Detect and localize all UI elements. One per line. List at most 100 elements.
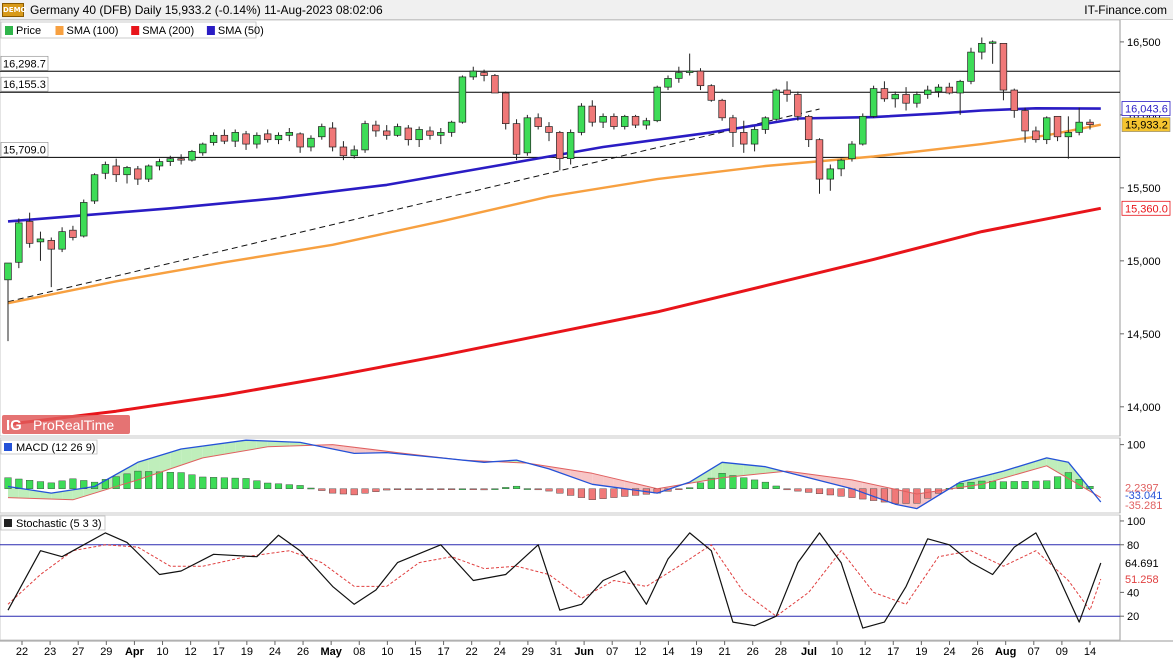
candle[interactable] xyxy=(491,74,499,94)
candle[interactable] xyxy=(783,81,791,102)
candle[interactable] xyxy=(804,114,813,147)
candle[interactable] xyxy=(512,119,521,161)
candle[interactable] xyxy=(231,129,239,147)
candle[interactable] xyxy=(1086,119,1094,130)
candle[interactable] xyxy=(502,91,510,130)
candle[interactable] xyxy=(913,91,921,108)
candle[interactable] xyxy=(101,161,110,180)
candle[interactable] xyxy=(296,132,304,153)
candle[interactable] xyxy=(415,126,423,147)
candle[interactable] xyxy=(123,165,131,184)
candle[interactable] xyxy=(556,130,564,171)
candle[interactable] xyxy=(707,84,716,102)
candle[interactable] xyxy=(848,141,856,162)
candle[interactable] xyxy=(923,85,932,99)
candle[interactable] xyxy=(664,75,672,91)
candle[interactable] xyxy=(404,125,413,146)
candle[interactable] xyxy=(36,231,45,261)
candle[interactable] xyxy=(393,123,402,137)
candle[interactable] xyxy=(696,68,705,91)
candle[interactable] xyxy=(902,87,910,111)
candle[interactable] xyxy=(15,218,23,269)
candle[interactable] xyxy=(155,158,164,171)
candle[interactable] xyxy=(523,114,532,156)
candle[interactable] xyxy=(967,47,975,85)
candle[interactable] xyxy=(69,225,77,241)
candle[interactable] xyxy=(621,114,629,130)
candle[interactable] xyxy=(361,120,369,153)
candle[interactable] xyxy=(328,122,337,152)
candle[interactable] xyxy=(209,132,218,146)
candle[interactable] xyxy=(815,138,824,194)
candle[interactable] xyxy=(1043,116,1051,145)
candle[interactable] xyxy=(718,98,726,121)
candle[interactable] xyxy=(891,91,899,108)
candle[interactable] xyxy=(869,85,878,118)
candle[interactable] xyxy=(318,123,326,140)
candle[interactable] xyxy=(978,37,986,60)
candle[interactable] xyxy=(577,103,586,136)
candle[interactable] xyxy=(859,113,867,146)
candle[interactable] xyxy=(934,84,943,98)
candle[interactable] xyxy=(285,128,294,142)
candle[interactable] xyxy=(534,113,542,130)
candle[interactable] xyxy=(90,173,99,204)
candle[interactable] xyxy=(750,126,759,152)
candle[interactable] xyxy=(1064,116,1073,159)
candle[interactable] xyxy=(653,85,661,123)
candle[interactable] xyxy=(382,125,391,140)
candle[interactable] xyxy=(339,141,348,161)
candle[interactable] xyxy=(675,66,683,83)
candle[interactable] xyxy=(988,40,997,64)
candle[interactable] xyxy=(134,165,142,185)
candle[interactable] xyxy=(166,155,175,166)
candle[interactable] xyxy=(253,132,261,149)
candle[interactable] xyxy=(1010,88,1018,118)
candle[interactable] xyxy=(263,129,272,143)
candle[interactable] xyxy=(794,91,802,121)
candle[interactable] xyxy=(372,120,380,137)
candle[interactable] xyxy=(740,120,748,153)
candle[interactable] xyxy=(426,126,434,140)
candle[interactable] xyxy=(58,227,66,253)
candle[interactable] xyxy=(4,262,12,342)
candle[interactable] xyxy=(772,88,780,121)
candle[interactable] xyxy=(837,158,845,177)
candle[interactable] xyxy=(188,149,196,162)
candle[interactable] xyxy=(112,158,120,183)
candle[interactable] xyxy=(469,66,477,80)
candle[interactable] xyxy=(47,237,55,288)
candle[interactable] xyxy=(1021,107,1029,143)
candle[interactable] xyxy=(447,120,456,137)
candle[interactable] xyxy=(1053,115,1062,142)
candle[interactable] xyxy=(599,113,607,129)
candle[interactable] xyxy=(144,164,153,183)
candle[interactable] xyxy=(458,75,467,124)
candle[interactable] xyxy=(1032,126,1040,143)
candle[interactable] xyxy=(945,82,954,95)
candle[interactable] xyxy=(1075,107,1083,136)
candle[interactable] xyxy=(199,142,207,156)
candle[interactable] xyxy=(999,43,1008,101)
candle[interactable] xyxy=(545,122,553,142)
candle[interactable] xyxy=(631,114,640,129)
candle[interactable] xyxy=(610,113,618,130)
candle[interactable] xyxy=(729,114,737,147)
candle[interactable] xyxy=(761,116,770,134)
candle[interactable] xyxy=(307,135,315,152)
candle[interactable] xyxy=(177,154,185,165)
candle[interactable] xyxy=(880,81,889,102)
candle[interactable] xyxy=(25,212,34,248)
candle[interactable] xyxy=(566,129,575,165)
candle[interactable] xyxy=(588,100,596,127)
candle[interactable] xyxy=(480,69,488,82)
candle[interactable] xyxy=(956,79,964,115)
candle[interactable] xyxy=(80,199,88,238)
candle[interactable] xyxy=(826,164,835,191)
candle[interactable] xyxy=(350,145,358,159)
candle[interactable] xyxy=(220,129,229,145)
candle[interactable] xyxy=(242,130,250,150)
candle[interactable] xyxy=(274,132,283,145)
candle[interactable] xyxy=(642,117,651,130)
